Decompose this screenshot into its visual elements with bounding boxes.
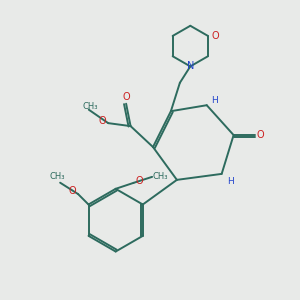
Text: N: N xyxy=(187,61,194,71)
Text: CH₃: CH₃ xyxy=(50,172,65,181)
Text: CH₃: CH₃ xyxy=(82,102,98,111)
Text: CH₃: CH₃ xyxy=(152,172,168,182)
Text: H: H xyxy=(227,177,234,186)
Text: O: O xyxy=(122,92,130,102)
Text: H: H xyxy=(212,96,218,105)
Text: O: O xyxy=(69,186,76,196)
Text: O: O xyxy=(257,130,264,140)
Text: O: O xyxy=(212,31,219,41)
Text: O: O xyxy=(135,176,143,186)
Text: O: O xyxy=(98,116,106,126)
